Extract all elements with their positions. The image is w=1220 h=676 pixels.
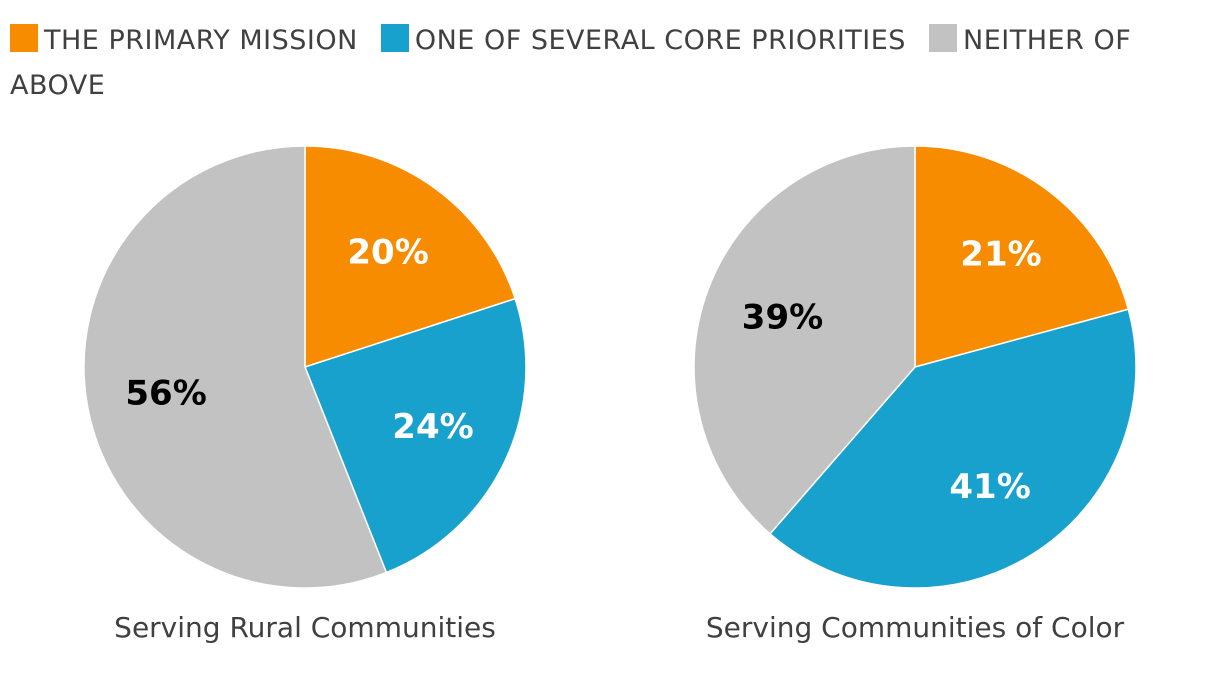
- legend-swatch-neither: [929, 24, 958, 52]
- pie-slice-core-priorities: [768, 308, 1137, 589]
- legend-item-primary-mission: THE PRIMARY MISSION: [10, 24, 358, 56]
- data-label-neither: 56%: [125, 374, 206, 414]
- data-label-core-priorities: 24%: [392, 407, 473, 447]
- data-label-core-priorities: 41%: [949, 467, 1030, 507]
- legend-swatch-core-priorities: [380, 24, 409, 52]
- pie-slice-neither: [83, 145, 388, 589]
- data-label-primary-mission: 21%: [960, 235, 1041, 275]
- legend-label-neither: NEITHER OF ABOVE: [10, 25, 1132, 101]
- pie-chart-2: 21% 41% 39% Serving Communities of Color: [693, 145, 1137, 644]
- legend-item-core-priorities: ONE OF SEVERAL CORE PRIORITIES: [380, 24, 906, 56]
- pie-slice-neither: [693, 145, 916, 535]
- pie-slice-primary-mission: [914, 145, 1130, 368]
- pie-title: Serving Rural Communities: [114, 611, 496, 644]
- pie-slice-core-priorities: [304, 297, 527, 574]
- data-label-neither: 39%: [742, 298, 823, 338]
- data-label-primary-mission: 20%: [347, 233, 428, 273]
- pie-slice-primary-mission: [304, 145, 517, 369]
- pie-chart-1: 20% 24% 56% Serving Rural Communities: [83, 145, 527, 644]
- legend-swatch-primary-mission: [10, 24, 38, 52]
- pie-title: Serving Communities of Color: [706, 611, 1125, 644]
- chart-legend: THE PRIMARY MISSION ONE OF SEVERAL CORE …: [10, 18, 1210, 108]
- legend-item-neither: NEITHER OF ABOVE: [10, 24, 1132, 101]
- legend-label-primary-mission: THE PRIMARY MISSION: [44, 25, 358, 56]
- legend-label-core-priorities: ONE OF SEVERAL CORE PRIORITIES: [414, 25, 906, 56]
